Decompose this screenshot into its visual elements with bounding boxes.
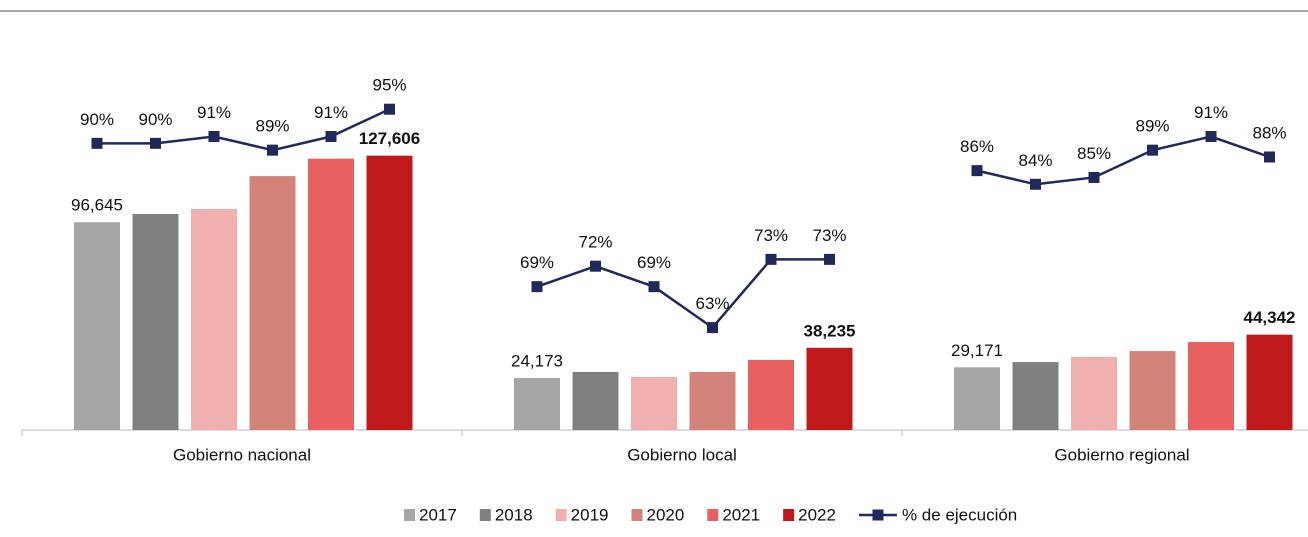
- legend-label: 2022: [798, 505, 836, 524]
- line-marker: [1030, 178, 1041, 190]
- bar: [366, 155, 413, 430]
- data-label: 96,645: [71, 196, 123, 215]
- data-label: 73%: [754, 226, 788, 245]
- bar: [514, 378, 560, 430]
- bar: [1246, 334, 1293, 430]
- line-marker: [1264, 151, 1275, 163]
- data-label: 89%: [255, 117, 289, 136]
- data-label: 90%: [80, 110, 114, 129]
- bar: [191, 208, 237, 430]
- line-marker: [325, 131, 337, 143]
- data-label: 29,171: [951, 341, 1003, 360]
- line-marker: [1147, 144, 1158, 156]
- bar: [74, 222, 120, 430]
- bar: [572, 371, 619, 430]
- line-marker: [765, 253, 777, 265]
- data-label: 69%: [637, 253, 671, 272]
- line-marker: [824, 253, 835, 265]
- line-marker: [1088, 171, 1100, 183]
- x-tick-label: Gobierno local: [627, 445, 737, 464]
- data-label: 85%: [1077, 144, 1111, 163]
- legend-marker: [872, 509, 884, 521]
- line-marker: [590, 260, 601, 272]
- line-marker: [648, 281, 660, 293]
- line-marker: [531, 281, 543, 293]
- data-label: 127,606: [359, 129, 420, 148]
- bar: [954, 367, 1000, 430]
- legend-label: 2018: [495, 505, 533, 524]
- bar: [1129, 351, 1176, 430]
- x-tick-label: Gobierno regional: [1054, 445, 1189, 464]
- data-label: 69%: [520, 253, 554, 272]
- line-marker: [208, 131, 220, 143]
- legend-label: 2020: [646, 505, 684, 524]
- data-label: 95%: [372, 76, 406, 95]
- data-label: 91%: [197, 103, 231, 122]
- legend-label: 2021: [722, 505, 760, 524]
- line-marker: [1205, 131, 1217, 143]
- legend-swatch: [631, 509, 643, 521]
- line-marker: [267, 144, 278, 156]
- x-tick-label: Gobierno nacional: [173, 445, 311, 464]
- bar: [631, 376, 677, 430]
- data-label: 91%: [1194, 103, 1228, 122]
- line-marker: [91, 137, 103, 149]
- line: [97, 108, 391, 152]
- bar: [249, 176, 296, 430]
- bar: [132, 213, 179, 430]
- bar: [308, 158, 354, 431]
- bar: [1188, 342, 1234, 430]
- line-marker: [707, 322, 718, 334]
- bar: [806, 347, 853, 430]
- legend-swatch: [404, 509, 415, 521]
- legend-swatch: [479, 509, 491, 521]
- data-label: 89%: [1135, 117, 1169, 136]
- legend-swatch: [555, 509, 567, 521]
- line: [976, 135, 1270, 186]
- line-marker: [384, 103, 395, 115]
- data-label: 72%: [578, 233, 612, 252]
- data-label: 86%: [960, 137, 994, 156]
- line-marker: [150, 137, 161, 149]
- legend-label: % de ejecución: [902, 505, 1017, 524]
- data-label: 38,235: [804, 321, 856, 340]
- data-label: 84%: [1018, 151, 1052, 170]
- legend-label: 2019: [571, 505, 609, 524]
- bar: [1012, 362, 1059, 430]
- line-marker: [971, 165, 983, 177]
- line: [536, 258, 830, 330]
- legend-swatch: [707, 509, 719, 521]
- data-label: 63%: [695, 294, 729, 313]
- bar: [748, 359, 794, 430]
- legend-swatch: [783, 509, 795, 521]
- bar: [1071, 356, 1117, 430]
- data-label: 90%: [138, 110, 172, 129]
- legend-label: 2017: [419, 505, 457, 524]
- data-label: 44,342: [1244, 308, 1296, 327]
- bar: [689, 371, 736, 430]
- data-label: 88%: [1252, 123, 1286, 142]
- data-label: 91%: [314, 103, 348, 122]
- data-label: 73%: [812, 226, 846, 245]
- data-label: 24,173: [511, 352, 563, 371]
